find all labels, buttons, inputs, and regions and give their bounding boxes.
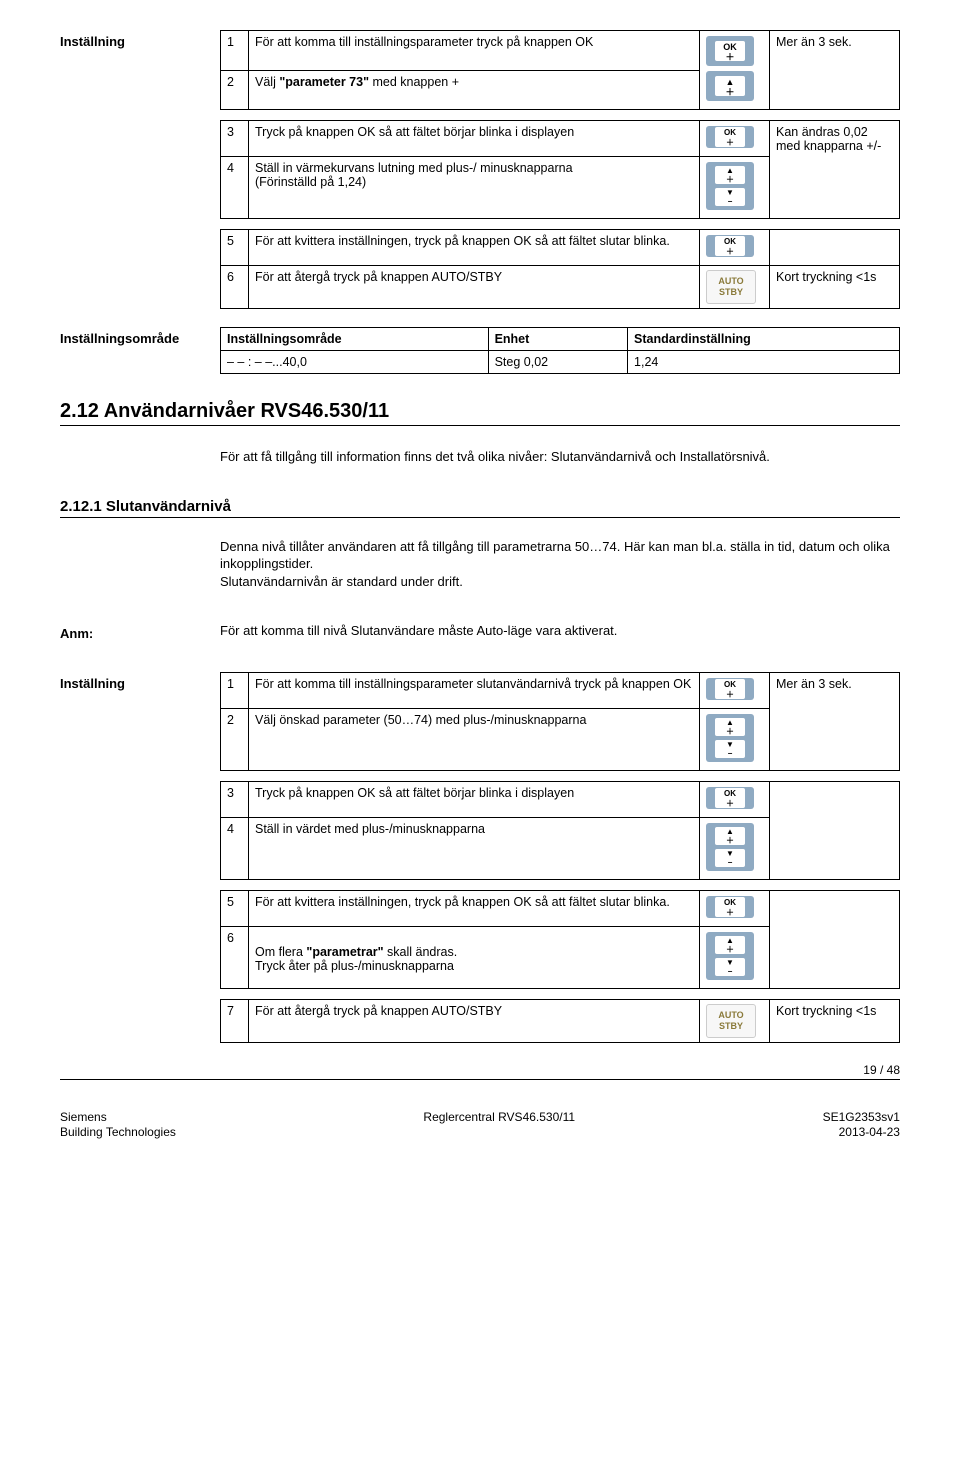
- footer-right-1: SE1G2353sv1: [823, 1110, 900, 1126]
- plus-minus-button-icon: ▲ ＋ ▼ −: [706, 932, 754, 980]
- table-row: – – : – –...40,0 Steg 0,02 1,24: [221, 351, 900, 374]
- range-cell: Steg 0,02: [488, 351, 627, 374]
- table-row: 5 För att kvittera inställningen, tryck …: [221, 230, 900, 266]
- settings-table-2c: 5 För att kvittera inställningen, tryck …: [220, 890, 900, 989]
- ok-button-icon: OK ＋: [706, 36, 754, 66]
- range-table: Inställningsområde Enhet Standardinställ…: [220, 327, 900, 374]
- label-anm: Anm:: [60, 622, 220, 654]
- anm-text: För att komma till nivå Slutanvändare må…: [220, 622, 900, 640]
- step-text: För att komma till inställningsparameter…: [249, 672, 700, 708]
- section-2121-para: Denna nivå tillåter användaren att få ti…: [220, 538, 900, 591]
- step-text: För att återgå tryck på knappen AUTO/STB…: [249, 266, 700, 309]
- step-text: Tryck på knappen OK så att fältet börjar…: [249, 121, 700, 157]
- step-num: 1: [221, 672, 249, 708]
- footer-left-2: Building Technologies: [60, 1125, 176, 1141]
- step-text: Ställ in värmekurvans lutning med plus-/…: [249, 157, 700, 219]
- section-2121-heading: 2.12.1 Slutanvändarnivå: [60, 498, 900, 518]
- step-note: Kan ändras 0,02 med knapparna +/-: [770, 121, 900, 219]
- plus-minus-button-icon: ▲ ＋ ▼ −: [706, 823, 754, 871]
- step-note: Mer än 3 sek.: [770, 31, 900, 110]
- range-header: Enhet: [488, 328, 627, 351]
- step-num: 4: [221, 817, 249, 879]
- icon-cell: OK ＋: [700, 672, 770, 708]
- table-row: 1 För att komma till inställningsparamet…: [221, 31, 900, 71]
- settings-table-2a: 1 För att komma till inställningsparamet…: [220, 672, 900, 771]
- step-num: 4: [221, 157, 249, 219]
- range-header: Standardinställning: [628, 328, 900, 351]
- step-text: Ställ in värdet med plus-/minusknapparna: [249, 817, 700, 879]
- range-cell: 1,24: [628, 351, 900, 374]
- icon-cell: ▲ ＋ ▼ −: [700, 708, 770, 770]
- step-text: För att återgå tryck på knappen AUTO/STB…: [249, 999, 700, 1042]
- table-row: 3 Tryck på knappen OK så att fältet börj…: [221, 781, 900, 817]
- step-note: Mer än 3 sek.: [770, 672, 900, 770]
- settings-table-1b: 3 Tryck på knappen OK så att fältet börj…: [220, 120, 900, 219]
- table-row: 3 Tryck på knappen OK så att fältet börj…: [221, 121, 900, 157]
- step-text: Tryck på knappen OK så att fältet börjar…: [249, 781, 700, 817]
- step-note: Kort tryckning <1s: [770, 266, 900, 309]
- range-cell: – – : – –...40,0: [221, 351, 489, 374]
- icon-cell: OK ＋: [700, 230, 770, 266]
- label-installning-1: Inställning: [60, 30, 220, 309]
- step-num: 2: [221, 708, 249, 770]
- step-num: 2: [221, 70, 249, 110]
- settings-table-1: 1 För att komma till inställningsparamet…: [220, 30, 900, 110]
- step-text: För att kvittera inställningen, tryck på…: [249, 890, 700, 926]
- label-installning-2: Inställning: [60, 672, 220, 1043]
- table-row: 5 För att kvittera inställningen, tryck …: [221, 890, 900, 926]
- settings-table-1c: 5 För att kvittera inställningen, tryck …: [220, 229, 900, 309]
- footer-left-1: Siemens: [60, 1110, 176, 1126]
- icon-cell: OK ＋ ▲ ＋: [700, 31, 770, 110]
- step-text: Välj önskad parameter (50…74) med plus-/…: [249, 708, 700, 770]
- section-212-heading: 2.12 Användarnivåer RVS46.530/11: [60, 400, 900, 426]
- step-num: 7: [221, 999, 249, 1042]
- section-212-para: För att få tillgång till information fin…: [220, 448, 900, 466]
- page-number: 19 / 48: [60, 1063, 900, 1077]
- icon-cell: OK ＋: [700, 781, 770, 817]
- ok-button-icon: OK ＋: [706, 235, 754, 257]
- range-header: Inställningsområde: [221, 328, 489, 351]
- label-installningsomrade: Inställningsområde: [60, 327, 220, 374]
- footer-right-2: 2013-04-23: [823, 1125, 900, 1141]
- step-num: 5: [221, 230, 249, 266]
- table-row: 6 För att återgå tryck på knappen AUTO/S…: [221, 266, 900, 309]
- auto-stby-button-icon: AUTO STBY: [706, 270, 756, 304]
- plus-button-icon: ▲ ＋: [706, 71, 754, 101]
- icon-cell: AUTO STBY: [700, 999, 770, 1042]
- ok-button-icon: OK ＋: [706, 126, 754, 148]
- step-num: 3: [221, 121, 249, 157]
- icon-cell: OK ＋: [700, 121, 770, 157]
- step-num: 3: [221, 781, 249, 817]
- icon-cell: OK ＋: [700, 890, 770, 926]
- settings-table-2b: 3 Tryck på knappen OK så att fältet börj…: [220, 781, 900, 880]
- ok-button-icon: OK ＋: [706, 678, 754, 700]
- table-row: 1 För att komma till inställningsparamet…: [221, 672, 900, 708]
- footer-center: Reglercentral RVS46.530/11: [423, 1110, 575, 1141]
- icon-cell: ▲ ＋ ▼ −: [700, 817, 770, 879]
- auto-stby-button-icon: AUTO STBY: [706, 1004, 756, 1038]
- step-note: [770, 230, 900, 266]
- plus-minus-button-icon: ▲ ＋ ▼ −: [706, 162, 754, 210]
- step-text: Om flera "parametrar" skall ändras. Tryc…: [249, 926, 700, 988]
- ok-button-icon: OK ＋: [706, 787, 754, 809]
- step-note: Kort tryckning <1s: [770, 999, 900, 1042]
- step-num: 6: [221, 266, 249, 309]
- plus-minus-button-icon: ▲ ＋ ▼ −: [706, 714, 754, 762]
- icon-cell: AUTO STBY: [700, 266, 770, 309]
- table-row: 7 För att återgå tryck på knappen AUTO/S…: [221, 999, 900, 1042]
- step-text: För att komma till inställningsparameter…: [249, 31, 700, 71]
- icon-cell: ▲ ＋ ▼ −: [700, 157, 770, 219]
- step-num: 1: [221, 31, 249, 71]
- step-num: 6: [221, 926, 249, 988]
- step-text: För att kvittera inställningen, tryck på…: [249, 230, 700, 266]
- page-footer: Siemens Building Technologies Reglercent…: [60, 1110, 900, 1141]
- step-note: [770, 890, 900, 988]
- step-note: [770, 781, 900, 879]
- icon-cell: ▲ ＋ ▼ −: [700, 926, 770, 988]
- step-text: Välj "parameter 73" med knappen +: [249, 70, 700, 110]
- step-num: 5: [221, 890, 249, 926]
- settings-table-2d: 7 För att återgå tryck på knappen AUTO/S…: [220, 999, 900, 1043]
- ok-button-icon: OK ＋: [706, 896, 754, 918]
